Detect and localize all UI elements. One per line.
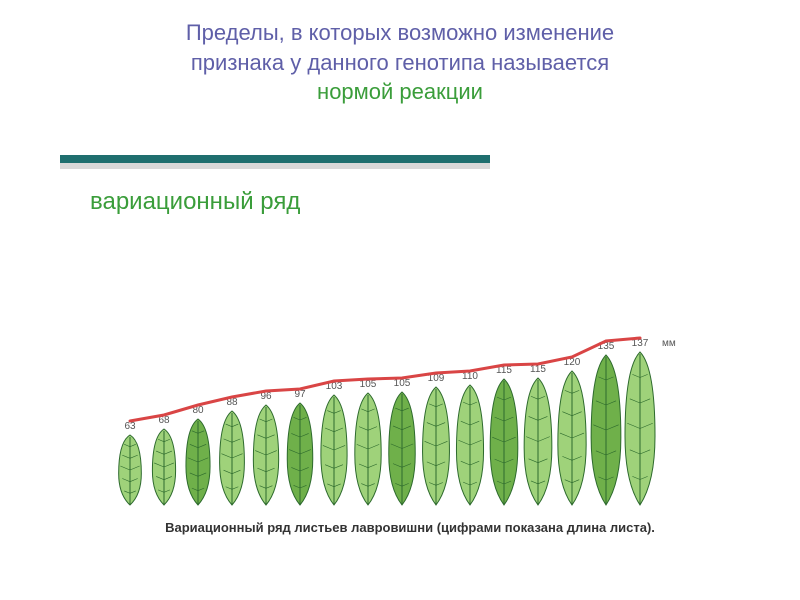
slide: Пределы, в которых возможно изменение пр… [0,0,800,600]
slide-title: Пределы, в которых возможно изменение пр… [80,18,720,107]
title-emph: нормой реакции [317,79,483,104]
leaf: 103 [321,381,347,505]
leaf: 135 [591,341,621,505]
leaf-variation-chart: 6368808896971031051051091101151151201351… [110,280,700,510]
leaf: 88 [220,397,245,505]
leaf: 137 [625,338,655,505]
subtitle: вариационный ряд [90,188,300,216]
divider-shadow [60,163,490,169]
leaf: 63 [119,421,142,505]
chart-caption: Вариационный ряд листьев лавровишни (циф… [130,520,690,535]
leaf: 115 [524,364,552,505]
leaf: 105 [389,378,415,505]
leaf: 110 [456,371,483,505]
divider-fill [60,155,490,163]
leaf: 109 [423,373,450,505]
unit-label: мм [662,338,676,349]
title-line2a: признака у данного генотипа называется [191,50,609,75]
leaf-value-label: 63 [124,421,136,432]
leaf: 120 [558,357,586,505]
leaf: 115 [490,365,518,505]
title-line1: Пределы, в которых возможно изменение [186,20,614,45]
leaf: 105 [355,379,381,505]
leaf: 97 [287,389,313,505]
leaf: 68 [152,415,175,505]
leaf: 80 [186,405,210,505]
divider-bar [60,155,490,173]
leaf: 96 [253,391,278,505]
